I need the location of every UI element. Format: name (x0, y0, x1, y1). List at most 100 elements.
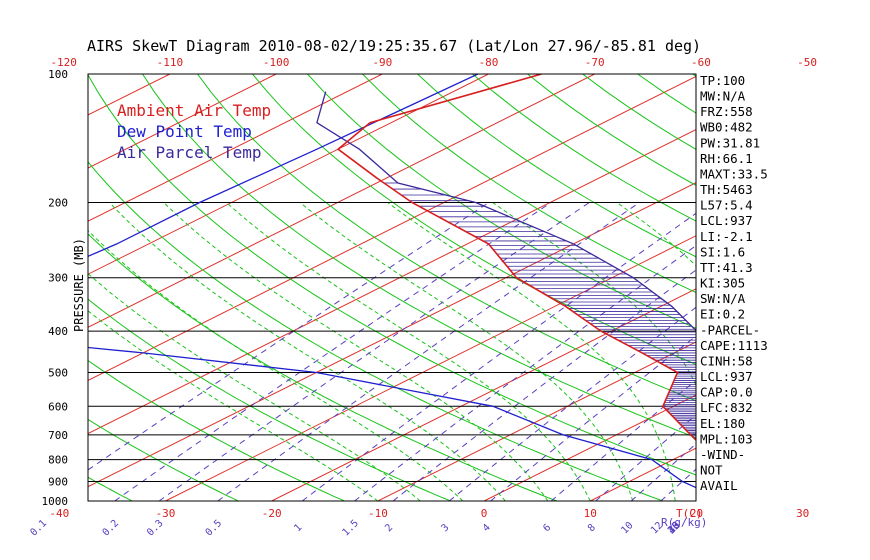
dry-adiabat-line (88, 161, 664, 501)
mixing-ratio-line (114, 202, 552, 501)
moist-adiabat-line (109, 202, 506, 501)
dry-adiabat-line (0, 74, 26, 501)
index-entry: MW:N/A (700, 89, 746, 104)
y-tick-label: 400 (48, 325, 68, 338)
mixing-ratio-label: 10 (619, 520, 635, 536)
y-tick-label: 800 (48, 454, 68, 467)
dry-adiabat-line (88, 359, 345, 501)
isotherm-line (88, 74, 595, 328)
cape-hatching (316, 91, 696, 441)
isotherm-line (271, 288, 696, 501)
x-top-tick-label: -70 (585, 56, 605, 69)
mixing-ratio-label: 4 (481, 522, 493, 534)
index-entry: -PARCEL- (700, 322, 760, 337)
isotherm-line (88, 74, 383, 222)
indices-panel: TP:100MW:N/AFRZ:558WB0:482PW:31.81RH:66.… (700, 73, 768, 493)
index-entry: MAXT:33.5 (700, 166, 768, 181)
moist-adiabat-line (387, 202, 676, 501)
chart-title: AIRS SkewT Diagram 2010-08-02/19:25:35.6… (87, 37, 701, 55)
mixing-ratio-line (158, 202, 590, 501)
x-top-tick-label: -120 (50, 56, 77, 69)
index-entry: TP:100 (700, 73, 745, 88)
moist-adiabat-line (299, 202, 634, 501)
dry-adiabat-line (88, 233, 557, 501)
index-entry: TH:5463 (700, 182, 753, 197)
sounding-profiles (88, 74, 696, 489)
mixing-ratio-label: 1 (292, 522, 304, 534)
plot-border (87, 73, 697, 502)
index-entry: EL:180 (700, 416, 745, 431)
ambient-temp-line (336, 74, 696, 442)
x-tick-label: -40 (49, 507, 69, 520)
y-tick-label: 900 (48, 475, 68, 488)
index-entry: CAP:0.0 (700, 385, 753, 400)
index-entry: SW:N/A (700, 291, 746, 306)
index-entry: EI:0.2 (700, 307, 745, 322)
isotherm-line (165, 235, 696, 501)
y-tick-label: 300 (48, 272, 68, 285)
index-entry: LCL:937 (700, 213, 753, 228)
x-top-tick-label: -80 (479, 56, 499, 69)
dewpoint-line (88, 74, 696, 489)
moist-adiabat-line (163, 202, 549, 501)
isotherm-line (483, 394, 696, 501)
index-entry: LI:-2.1 (700, 229, 753, 244)
x-axis-unit: T(C) (676, 507, 703, 520)
legend-item: Ambient Air Temp (117, 101, 271, 120)
y-tick-label: 700 (48, 429, 68, 442)
y-axis-label: PRESSURE (MB) (72, 238, 86, 332)
mixing-ratio-line (785, 203, 870, 502)
x-top-tick-label: -50 (797, 56, 817, 69)
mixing-ratio-label: 0.2 (101, 518, 122, 539)
x-tick-label: 0 (481, 507, 488, 520)
x-tick-label: 20 (690, 507, 703, 520)
mixing-ratio-label: 6 (541, 522, 553, 534)
parcel-temp-line (316, 91, 696, 332)
isotherm-line (88, 74, 489, 275)
mixing-ratio-line (818, 203, 870, 502)
index-entry: PW:31.81 (700, 135, 760, 150)
mixing-ratio-label: 1.5 (340, 518, 361, 539)
x-top-tick-label: -100 (263, 56, 290, 69)
mixing-ratio-label: 0.3 (145, 518, 166, 539)
moist-adiabat-line (845, 203, 870, 502)
index-entry: WB0:482 (700, 120, 753, 135)
legend-item: Air Parcel Temp (117, 143, 262, 162)
isotherm-line (88, 182, 696, 488)
x-tick-label: -30 (156, 507, 176, 520)
mixing-ratio-unit: R(g/kg) (661, 516, 707, 529)
isotherm-line (803, 74, 870, 501)
mixing-ratio-line (217, 202, 640, 501)
dry-adiabat-line (88, 418, 239, 501)
index-entry: TT:41.3 (700, 260, 753, 275)
index-entry: FRZ:558 (700, 104, 753, 119)
dry-adiabat-line (142, 74, 696, 439)
dry-adiabat-line (527, 74, 696, 186)
mixing-ratio-label: 2 (383, 522, 395, 534)
index-entry: NOT (700, 463, 723, 478)
y-tick-label: 600 (48, 400, 68, 413)
isotherm-line (88, 74, 277, 169)
isotherm-line (377, 341, 696, 501)
x-top-tick-label: -90 (372, 56, 392, 69)
mixing-ratio-label: 0.1 (29, 518, 50, 539)
isotherm-line (88, 75, 696, 382)
y-tick-label: 100 (48, 68, 68, 81)
moist-adiabat-line (226, 202, 591, 501)
y-tick-label: 500 (48, 366, 68, 379)
index-entry: LCL:937 (700, 369, 753, 384)
x-top-tick-label: -110 (157, 56, 184, 69)
mixing-ratio-line (301, 212, 696, 501)
legend: Ambient Air Temp Dew Point Temp Air Parcel… (117, 101, 271, 162)
moist-adiabat-line (492, 202, 696, 387)
dry-adiabat-line (748, 74, 870, 501)
index-entry: -WIND- (700, 447, 745, 462)
x-tick-label: 10 (584, 507, 597, 520)
x-tick-label: 30 (796, 507, 809, 520)
x-tick-label: -20 (262, 507, 282, 520)
dry-adiabat-line (88, 74, 696, 476)
dry-adiabat-line (307, 74, 696, 329)
x-tick-label: -10 (368, 507, 388, 520)
plot-frame (87, 73, 697, 502)
